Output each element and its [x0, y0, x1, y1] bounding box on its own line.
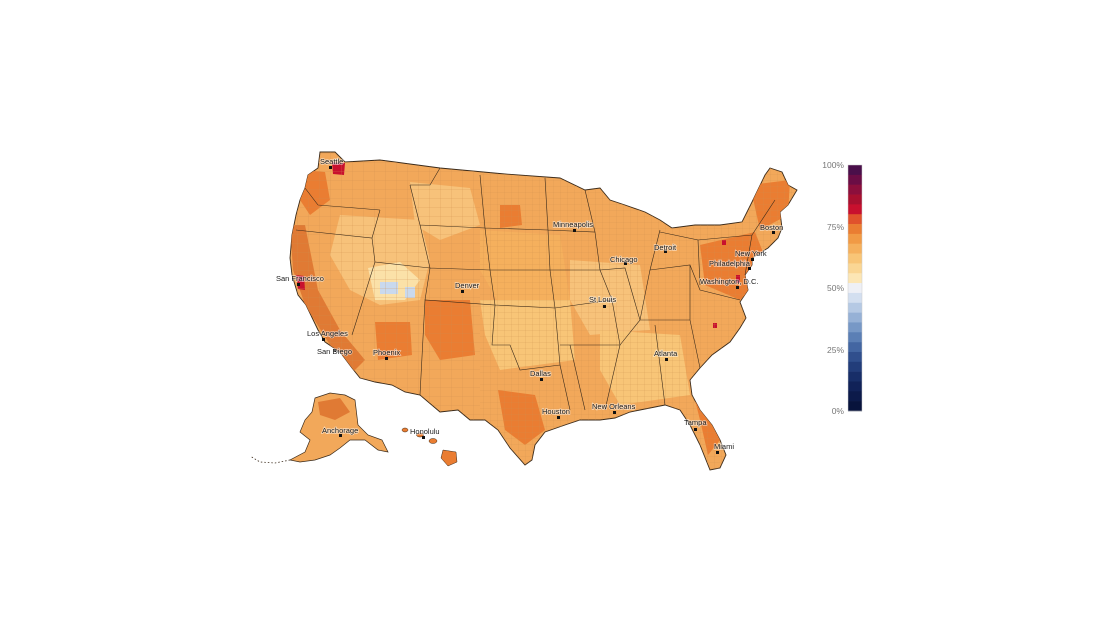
city-dot	[297, 283, 300, 286]
city-dot	[665, 358, 668, 361]
legend-bin-5	[848, 214, 862, 225]
city-dot	[613, 411, 616, 414]
state-borders	[295, 167, 776, 411]
city-label-boston: Boston	[760, 223, 783, 232]
contiguous-us	[289, 151, 798, 471]
legend-bin-22	[848, 381, 862, 392]
legend-bin-21	[848, 371, 862, 382]
city-label-anchorage: Anchorage	[322, 426, 358, 435]
city-label-denver: Denver	[455, 281, 480, 290]
city-label-tampa: Tampa	[684, 418, 707, 427]
city-dot	[385, 357, 388, 360]
legend-bin-8	[848, 243, 862, 254]
city-label-detroit: Detroit	[654, 243, 677, 252]
city-dot	[772, 231, 775, 234]
legend-bin-17	[848, 332, 862, 343]
city-label-dallas: Dallas	[530, 369, 551, 378]
legend-bin-1	[848, 174, 862, 185]
county-fills	[290, 152, 797, 470]
city-label-san-diego: San Diego	[317, 347, 352, 356]
legend-bin-24	[848, 401, 862, 412]
city-dot	[329, 166, 332, 169]
legend-bin-12	[848, 283, 862, 294]
city-label-los-angeles: Los Angeles	[307, 329, 348, 338]
legend-color-bins	[848, 165, 862, 412]
city-label-new-york: New York	[735, 249, 767, 258]
city-label-phoenix: Phoenix	[373, 348, 400, 357]
legend-bin-16	[848, 322, 862, 333]
city-label-st-louis: St Louis	[589, 295, 616, 304]
city-dot	[557, 416, 560, 419]
city-label-new-orleans: New Orleans	[592, 402, 636, 411]
city-dot	[333, 349, 336, 352]
legend-bin-2	[848, 184, 862, 195]
legend-bin-19	[848, 351, 862, 363]
city-dot	[751, 258, 754, 261]
city-label-san-francisco: San Francisco	[276, 274, 324, 283]
legend-bin-6	[848, 224, 862, 235]
legend-bin-7	[848, 233, 862, 245]
legend-bin-23	[848, 391, 862, 402]
legend-bin-14	[848, 302, 862, 313]
city-dot	[624, 262, 627, 265]
legend-bin-4	[848, 204, 862, 215]
legend-tick-75: 75%	[827, 222, 844, 232]
legend-bin-3	[848, 194, 862, 205]
city-label-honolulu: Honolulu	[410, 427, 440, 436]
city-label-philadelphia: Philadelphia	[709, 259, 751, 268]
alaska-land	[288, 392, 389, 463]
legend-tick-0: 0%	[832, 406, 845, 416]
legend-tick-50: 50%	[827, 283, 844, 293]
city-dot	[573, 229, 576, 232]
city-dot	[540, 378, 543, 381]
city-label-atlanta: Atlanta	[654, 349, 678, 358]
legend-bin-11	[848, 273, 862, 284]
legend-bin-15	[848, 312, 862, 323]
legend-bin-10	[848, 263, 862, 274]
city-label-chicago: Chicago	[610, 255, 638, 264]
city-label-seattle: Seattle	[320, 157, 343, 166]
city-markers: Seattle San Francisco Los Angeles San Di…	[275, 156, 784, 454]
legend-tick-100: 100%	[822, 160, 844, 170]
hawaii	[401, 427, 458, 467]
city-dot	[339, 434, 342, 437]
legend-bin-13	[848, 292, 862, 304]
legend-bin-18	[848, 342, 862, 353]
city-dot	[422, 436, 425, 439]
city-dot	[736, 286, 739, 289]
city-label-miami: Miami	[714, 442, 734, 451]
county-grid-east	[480, 152, 797, 470]
legend-ticks: 100% 75% 50% 25% 0%	[822, 160, 844, 416]
alaska-dark-fill	[318, 398, 350, 420]
city-dot	[322, 338, 325, 341]
city-label-houston: Houston	[542, 407, 570, 416]
city-dot	[716, 451, 719, 454]
city-dot	[461, 290, 464, 293]
legend-frame	[847, 164, 863, 412]
city-label-washington-dc: Washington, D.C.	[700, 277, 759, 286]
alaska	[249, 392, 389, 464]
city-label-minneapolis: Minneapolis	[553, 220, 593, 229]
legend-bin-20	[848, 361, 862, 372]
city-dot	[748, 267, 751, 270]
legend-colorbar: 100% 75% 50% 25% 0%	[822, 160, 863, 416]
city-dot	[694, 428, 697, 431]
legend-tick-25: 25%	[827, 345, 844, 355]
legend-bin-9	[848, 253, 862, 264]
legend-bin-0	[848, 165, 862, 176]
city-dot	[664, 250, 667, 253]
city-dot	[603, 305, 606, 308]
alaska-aleutians	[249, 455, 291, 464]
